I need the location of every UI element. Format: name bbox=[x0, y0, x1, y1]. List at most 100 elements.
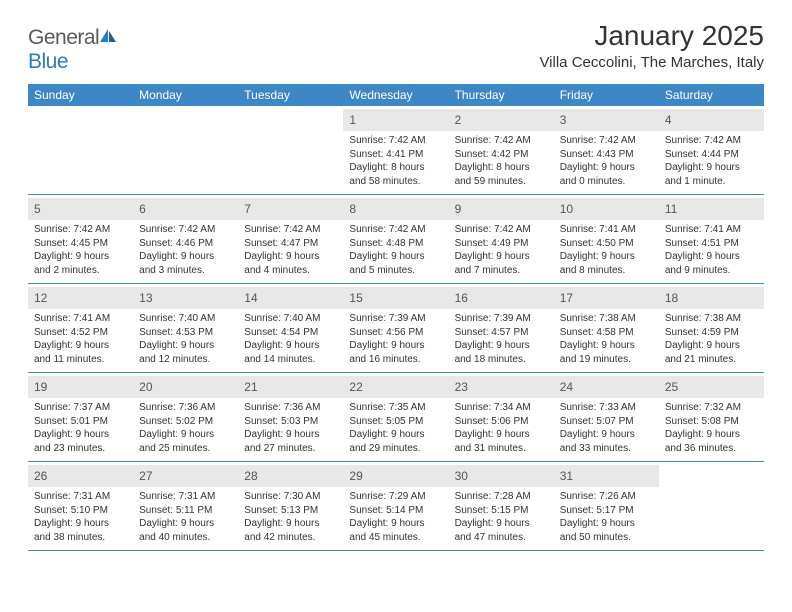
day-detail-line: and 23 minutes. bbox=[34, 442, 127, 456]
day-number: 31 bbox=[560, 469, 573, 483]
weekday-label: Sunday bbox=[28, 84, 133, 106]
title-block: January 2025 Villa Ceccolini, The Marche… bbox=[539, 20, 764, 71]
day-number: 14 bbox=[244, 291, 257, 305]
day-number: 8 bbox=[349, 202, 356, 216]
day-detail-line: and 36 minutes. bbox=[665, 442, 758, 456]
day-detail-line: Sunrise: 7:41 AM bbox=[665, 223, 758, 237]
day-detail-line: Sunset: 5:01 PM bbox=[34, 415, 127, 429]
brand-logo: GeneralBlue bbox=[28, 20, 117, 74]
day-number-bar: 12 bbox=[28, 287, 133, 309]
day-number: 30 bbox=[455, 469, 468, 483]
day-number-bar: 28 bbox=[238, 465, 343, 487]
day-number: 5 bbox=[34, 202, 41, 216]
day-number: 18 bbox=[665, 291, 678, 305]
day-detail-line: Sunset: 4:43 PM bbox=[560, 148, 653, 162]
day-number: 7 bbox=[244, 202, 251, 216]
calendar-day-cell: 19Sunrise: 7:37 AMSunset: 5:01 PMDayligh… bbox=[28, 373, 133, 461]
day-detail-line: and 14 minutes. bbox=[244, 353, 337, 367]
day-number-bar: 19 bbox=[28, 376, 133, 398]
calendar-day-cell: 23Sunrise: 7:34 AMSunset: 5:06 PMDayligh… bbox=[449, 373, 554, 461]
day-detail-line: Sunset: 4:56 PM bbox=[349, 326, 442, 340]
day-detail-line: Sunrise: 7:34 AM bbox=[455, 401, 548, 415]
day-detail-line: Daylight: 9 hours bbox=[560, 428, 653, 442]
day-number-bar: 15 bbox=[343, 287, 448, 309]
day-details: Sunrise: 7:42 AMSunset: 4:47 PMDaylight:… bbox=[244, 223, 337, 277]
calendar-day-cell: 9Sunrise: 7:42 AMSunset: 4:49 PMDaylight… bbox=[449, 195, 554, 283]
calendar-day-cell: 29Sunrise: 7:29 AMSunset: 5:14 PMDayligh… bbox=[343, 462, 448, 550]
day-detail-line: and 42 minutes. bbox=[244, 531, 337, 545]
day-number-bar bbox=[133, 109, 238, 113]
weekday-label: Thursday bbox=[449, 84, 554, 106]
day-detail-line: Sunrise: 7:31 AM bbox=[34, 490, 127, 504]
calendar-day-cell: 24Sunrise: 7:33 AMSunset: 5:07 PMDayligh… bbox=[554, 373, 659, 461]
calendar-week-row: 1Sunrise: 7:42 AMSunset: 4:41 PMDaylight… bbox=[28, 106, 764, 195]
day-number-bar: 1 bbox=[343, 109, 448, 131]
day-details: Sunrise: 7:36 AMSunset: 5:02 PMDaylight:… bbox=[139, 401, 232, 455]
day-number-bar: 3 bbox=[554, 109, 659, 131]
day-detail-line: Sunset: 5:02 PM bbox=[139, 415, 232, 429]
day-detail-line: Daylight: 9 hours bbox=[244, 428, 337, 442]
day-details: Sunrise: 7:28 AMSunset: 5:15 PMDaylight:… bbox=[455, 490, 548, 544]
day-details: Sunrise: 7:42 AMSunset: 4:45 PMDaylight:… bbox=[34, 223, 127, 277]
calendar-day-cell: 20 Sunrise: 7:36 AMSunset: 5:02 PMDayligh… bbox=[133, 373, 238, 461]
day-detail-line: Daylight: 9 hours bbox=[560, 339, 653, 353]
day-detail-line: Sunset: 4:58 PM bbox=[560, 326, 653, 340]
day-detail-line: and 29 minutes. bbox=[349, 442, 442, 456]
day-number: 20 bbox=[139, 380, 152, 394]
day-detail-line: Daylight: 9 hours bbox=[665, 161, 758, 175]
day-details: Sunrise: 7:31 AMSunset: 5:11 PMDaylight:… bbox=[139, 490, 232, 544]
day-detail-line: and 38 minutes. bbox=[34, 531, 127, 545]
calendar-day-cell: 1Sunrise: 7:42 AMSunset: 4:41 PMDaylight… bbox=[343, 106, 448, 194]
day-detail-line: Sunset: 5:10 PM bbox=[34, 504, 127, 518]
day-detail-line: Sunset: 5:05 PM bbox=[349, 415, 442, 429]
day-number-bar: 11 bbox=[659, 198, 764, 220]
day-number: 10 bbox=[560, 202, 573, 216]
day-number-bar: 5 bbox=[28, 198, 133, 220]
day-detail-line: and 7 minutes. bbox=[455, 264, 548, 278]
day-number-bar: 8 bbox=[343, 198, 448, 220]
day-detail-line: Sunrise: 7:33 AM bbox=[560, 401, 653, 415]
day-detail-line: Sunset: 4:57 PM bbox=[455, 326, 548, 340]
day-detail-line: Sunrise: 7:28 AM bbox=[455, 490, 548, 504]
month-title: January 2025 bbox=[539, 20, 764, 52]
calendar-day-cell: 12Sunrise: 7:41 AMSunset: 4:52 PMDayligh… bbox=[28, 284, 133, 372]
day-details: Sunrise: 7:30 AMSunset: 5:13 PMDaylight:… bbox=[244, 490, 337, 544]
day-detail-line: Sunrise: 7:42 AM bbox=[455, 223, 548, 237]
day-details: Sunrise: 7:26 AMSunset: 5:17 PMDaylight:… bbox=[560, 490, 653, 544]
day-detail-line: Daylight: 9 hours bbox=[455, 250, 548, 264]
weekday-label: Monday bbox=[133, 84, 238, 106]
day-number: 29 bbox=[349, 469, 362, 483]
day-detail-line: and 21 minutes. bbox=[665, 353, 758, 367]
day-detail-line: Sunrise: 7:29 AM bbox=[349, 490, 442, 504]
calendar-day-cell: 18Sunrise: 7:38 AMSunset: 4:59 PMDayligh… bbox=[659, 284, 764, 372]
calendar-day-cell: 21Sunrise: 7:36 AMSunset: 5:03 PMDayligh… bbox=[238, 373, 343, 461]
page-header: GeneralBlue January 2025 Villa Ceccolini… bbox=[28, 20, 764, 74]
day-detail-line: Sunset: 4:46 PM bbox=[139, 237, 232, 251]
day-detail-line: Daylight: 9 hours bbox=[139, 428, 232, 442]
day-details: Sunrise: 7:40 AMSunset: 4:53 PMDaylight:… bbox=[139, 312, 232, 366]
day-number: 21 bbox=[244, 380, 257, 394]
day-detail-line: Daylight: 8 hours bbox=[349, 161, 442, 175]
calendar-day-cell: 26Sunrise: 7:31 AMSunset: 5:10 PMDayligh… bbox=[28, 462, 133, 550]
day-number: 12 bbox=[34, 291, 47, 305]
day-detail-line: and 45 minutes. bbox=[349, 531, 442, 545]
day-detail-line: Daylight: 9 hours bbox=[34, 428, 127, 442]
day-detail-line: Daylight: 9 hours bbox=[455, 339, 548, 353]
day-number: 17 bbox=[560, 291, 573, 305]
day-detail-line: and 47 minutes. bbox=[455, 531, 548, 545]
day-details: Sunrise: 7:32 AMSunset: 5:08 PMDaylight:… bbox=[665, 401, 758, 455]
day-detail-line: Daylight: 9 hours bbox=[244, 517, 337, 531]
day-number-bar: 6 bbox=[133, 198, 238, 220]
day-detail-line: Sunset: 5:17 PM bbox=[560, 504, 653, 518]
day-number-bar: 14 bbox=[238, 287, 343, 309]
day-detail-line: and 58 minutes. bbox=[349, 175, 442, 189]
day-number-bar: 30 bbox=[449, 465, 554, 487]
calendar-day-cell: 30 Sunrise: 7:28 AMSunset: 5:15 PMDayligh… bbox=[449, 462, 554, 550]
day-detail-line: Sunrise: 7:42 AM bbox=[349, 134, 442, 148]
day-detail-line: Sunrise: 7:39 AM bbox=[349, 312, 442, 326]
day-detail-line: Sunset: 4:42 PM bbox=[455, 148, 548, 162]
calendar-page: GeneralBlue January 2025 Villa Ceccolini… bbox=[0, 0, 792, 551]
brand-part1: General bbox=[28, 26, 99, 49]
day-number-bar: 4 bbox=[659, 109, 764, 131]
day-details: Sunrise: 7:42 AMSunset: 4:48 PMDaylight:… bbox=[349, 223, 442, 277]
